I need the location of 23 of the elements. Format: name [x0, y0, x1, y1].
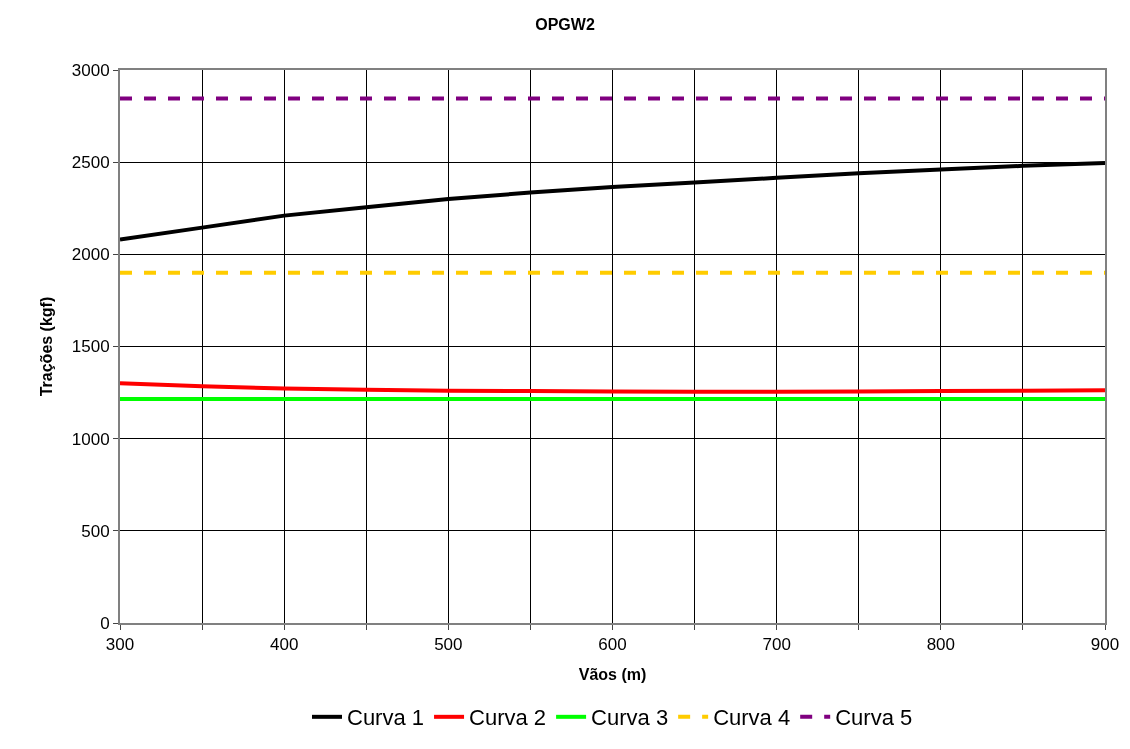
y-tick-label: 500: [81, 521, 110, 541]
x-tick-label: 400: [269, 635, 299, 655]
y-axis-title: Trações (kgf): [38, 296, 56, 397]
x-tick-label: 800: [926, 635, 956, 655]
chart-title: OPGW2: [535, 15, 595, 33]
y-tick-label: 1500: [71, 337, 110, 357]
line-series: [120, 381, 1105, 394]
x-tick-label: 900: [1090, 635, 1120, 655]
y-tick-label: 1000: [71, 429, 110, 449]
x-tick-label: 500: [434, 635, 463, 655]
y-tick-label: 2000: [71, 245, 110, 265]
x-tick-label: 700: [762, 635, 791, 655]
x-tick-label: 300: [105, 635, 135, 655]
legend-label: Curva 4: [713, 705, 791, 731]
x-tick-label: 600: [598, 635, 627, 655]
y-tick-label: 2500: [71, 153, 110, 173]
y-tick-label: 0: [100, 613, 110, 633]
legend-label: Curva 2: [469, 705, 547, 731]
legend-label: Curva 5: [835, 705, 913, 731]
x-axis-title: Vãos (m): [578, 665, 647, 683]
y-tick-label: 3000: [71, 60, 110, 80]
legend-label: Curva 1: [347, 705, 425, 731]
legend-label: Curva 3: [591, 705, 669, 731]
